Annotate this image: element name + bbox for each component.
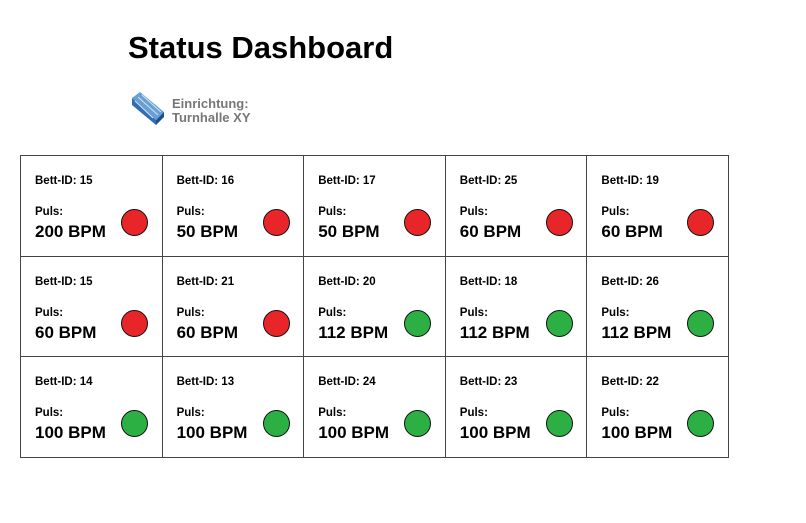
bed-id: Bett-ID: 25	[459, 175, 518, 187]
status-indicator	[687, 410, 715, 438]
pulse-label: Puls:	[318, 306, 347, 319]
pulse-label: Puls:	[35, 407, 64, 420]
status-indicator	[121, 410, 148, 438]
pulse-label: Puls:	[35, 306, 64, 319]
pulse-label: Puls:	[35, 206, 64, 218]
status-grid: Bett-ID: 15 Puls: 200 BPM Bett-ID: 16 Puls: 5…	[20, 155, 729, 459]
bed-id: Bett-ID: 18	[459, 275, 518, 288]
bed-card: Bett-ID: 25 Puls: 60 BPM	[445, 156, 588, 257]
pulse-value: 60 BPM	[601, 222, 663, 241]
facility-name: Turnhalle XY	[172, 110, 251, 125]
status-indicator	[545, 209, 573, 236]
pulse-label: Puls:	[601, 306, 630, 319]
pulse-value: 112 BPM	[459, 322, 530, 342]
bed-card: Bett-ID: 14 Puls: 100 BPM	[21, 357, 163, 459]
bed-id: Bett-ID: 15	[35, 275, 93, 288]
status-indicator	[404, 209, 432, 236]
status-indicator	[262, 309, 290, 337]
pulse-value: 100 BPM	[318, 423, 390, 443]
status-indicator	[121, 309, 148, 337]
pulse-value: 60 BPM	[459, 222, 522, 241]
status-indicator	[262, 410, 290, 438]
status-indicator	[545, 410, 573, 438]
bed-id: Bett-ID: 19	[601, 175, 659, 187]
bed-id: Bett-ID: 17	[318, 175, 376, 187]
pulse-value: 60 BPM	[35, 322, 97, 342]
bed-id: Bett-ID: 15	[35, 175, 93, 187]
bed-card: Bett-ID: 15 Puls: 200 BPM	[21, 156, 163, 257]
bed-id: Bett-ID: 20	[318, 275, 376, 288]
pulse-label: Puls:	[459, 206, 488, 218]
pulse-label: Puls:	[176, 306, 205, 319]
bed-id: Bett-ID: 23	[459, 376, 518, 389]
bed-card: Bett-ID: 17 Puls: 50 BPM	[304, 156, 446, 257]
status-indicator	[262, 209, 290, 236]
pulse-label: Puls:	[459, 407, 488, 420]
pulse-value: 50 BPM	[318, 222, 380, 241]
status-indicator	[121, 209, 148, 236]
bed-id: Bett-ID: 26	[601, 275, 659, 288]
pulse-label: Puls:	[176, 407, 205, 420]
pulse-value: 100 BPM	[459, 423, 531, 443]
bed-card: Bett-ID: 19 Puls: 60 BPM	[587, 156, 729, 257]
pulse-value: 60 BPM	[176, 322, 239, 342]
bed-card: Bett-ID: 15 Puls: 60 BPM	[21, 256, 163, 358]
pulse-label: Puls:	[601, 206, 630, 218]
pulse-label: Puls:	[459, 306, 488, 319]
facility-label: Einrichtung:	[172, 96, 249, 111]
bed-card: Bett-ID: 21 Puls: 60 BPM	[162, 256, 305, 358]
bed-id: Bett-ID: 24	[318, 376, 376, 389]
pulse-value: 50 BPM	[176, 222, 239, 241]
bed-id: Bett-ID: 16	[176, 175, 235, 187]
bed-id: Bett-ID: 22	[601, 376, 659, 389]
title: Status Dashboard	[128, 30, 394, 65]
pulse-label: Puls:	[601, 407, 630, 420]
status-indicator	[404, 410, 432, 438]
bed-card: Bett-ID: 16 Puls: 50 BPM	[162, 156, 305, 257]
bed-id: Bett-ID: 13	[176, 376, 235, 389]
bed-card: Bett-ID: 23 Puls: 100 BPM	[445, 357, 588, 459]
status-indicator	[545, 309, 573, 337]
pulse-label: Puls:	[318, 407, 347, 420]
status-indicator	[687, 209, 715, 236]
bed-card: Bett-ID: 20 Puls: 112 BPM	[304, 256, 446, 358]
facility-icon	[132, 92, 164, 125]
pulse-value: 112 BPM	[601, 322, 672, 342]
pulse-value: 100 BPM	[176, 423, 248, 443]
pulse-label: Puls:	[318, 206, 347, 218]
pulse-label: Puls:	[176, 206, 205, 218]
status-indicator	[404, 309, 432, 337]
pulse-value: 100 BPM	[601, 423, 673, 443]
bed-card: Bett-ID: 13 Puls: 100 BPM	[162, 357, 305, 459]
pulse-value: 112 BPM	[318, 322, 389, 342]
pulse-value: 100 BPM	[35, 423, 106, 443]
bed-id: Bett-ID: 14	[35, 376, 93, 389]
status-indicator	[687, 309, 715, 337]
pulse-value: 200 BPM	[35, 222, 106, 241]
bed-card: Bett-ID: 18 Puls: 112 BPM	[445, 256, 588, 358]
bed-card: Bett-ID: 26 Puls: 112 BPM	[587, 256, 729, 358]
bed-id: Bett-ID: 21	[176, 275, 235, 288]
bed-card: Bett-ID: 24 Puls: 100 BPM	[304, 357, 446, 459]
bed-card: Bett-ID: 22 Puls: 100 BPM	[587, 357, 729, 459]
